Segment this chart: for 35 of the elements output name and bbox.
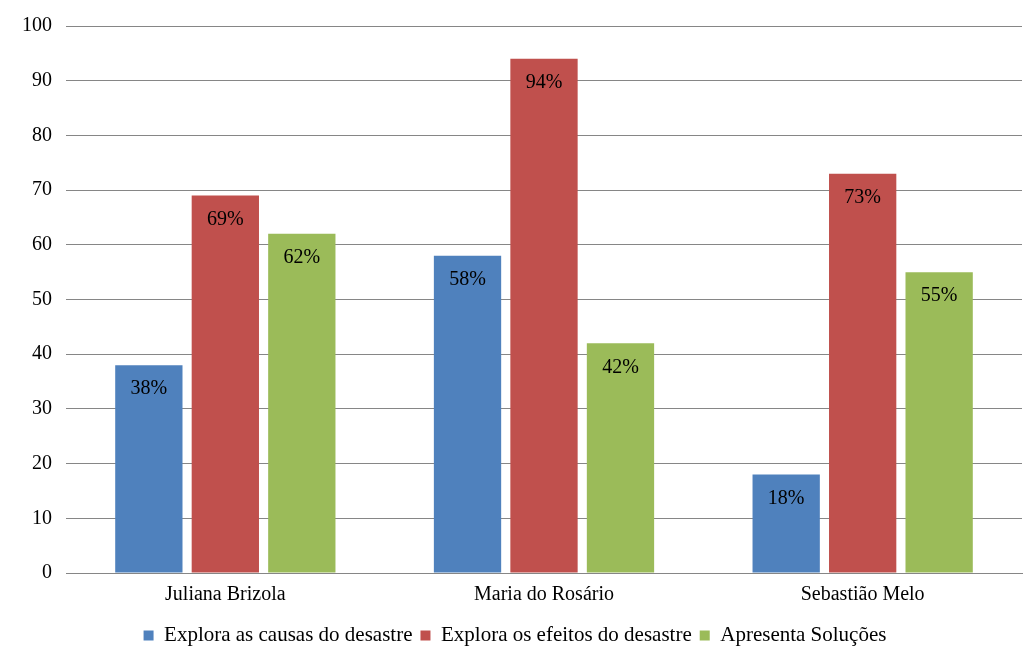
x-tick-label: Maria do Rosário: [474, 582, 614, 605]
x-tick-label: Sebastião Melo: [800, 582, 925, 605]
y-tick-label: 0: [42, 560, 52, 583]
data-label: 58%: [449, 266, 486, 289]
y-tick-label: 30: [32, 396, 52, 419]
legend-label: Apresenta Soluções: [720, 622, 887, 647]
y-tick-label: 70: [32, 177, 52, 200]
y-tick-label: 80: [32, 122, 52, 145]
data-label: 62%: [283, 245, 321, 268]
bar: [433, 255, 502, 573]
bar: [586, 343, 655, 573]
x-tick-label: Juliana Brizola: [165, 582, 286, 605]
bar: [268, 233, 336, 573]
y-tick-label: 50: [32, 286, 52, 309]
y-tick-label: 40: [32, 341, 52, 364]
data-label: 94%: [525, 70, 563, 93]
bar: [191, 195, 259, 573]
bar: [752, 474, 820, 573]
bar: [905, 272, 973, 573]
legend-label: Explora as causas do desastre: [164, 622, 413, 647]
y-tick-label: 90: [32, 67, 52, 90]
legend-label: Explora os efeitos do desastre: [440, 622, 692, 647]
y-tick-label: 10: [32, 505, 52, 528]
data-label: 55%: [920, 283, 958, 306]
data-label: 42%: [602, 354, 639, 377]
data-label: 73%: [844, 184, 881, 207]
data-label: 18%: [767, 485, 805, 508]
bar: [115, 365, 183, 573]
bar: [510, 58, 578, 573]
data-label: 38%: [130, 376, 168, 399]
bar: [829, 173, 897, 573]
y-tick-label: 100: [22, 13, 52, 36]
data-label: 69%: [207, 206, 244, 229]
y-tick-label: 60: [32, 232, 52, 255]
y-tick-label: 20: [32, 450, 52, 473]
